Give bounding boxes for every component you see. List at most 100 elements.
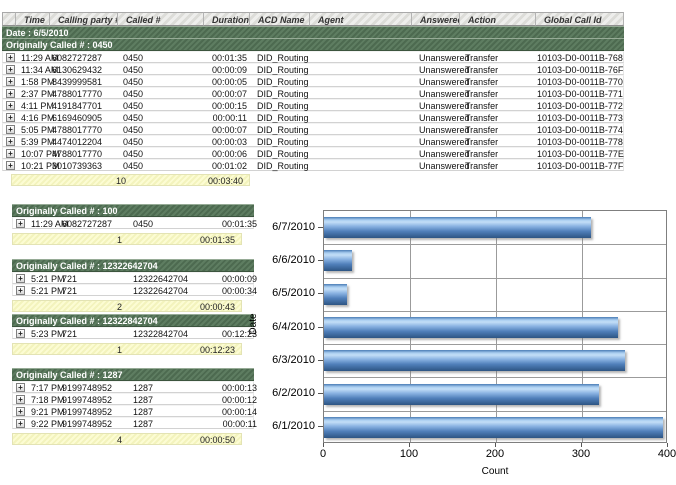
cell-called: 0450	[123, 89, 144, 99]
column-header-agent[interactable]: Agent	[310, 12, 412, 26]
cell-answered: Unanswered	[419, 149, 470, 159]
chart-bar	[324, 284, 347, 305]
cell-called: 12322642704	[133, 274, 189, 284]
cell-called: 1287	[133, 407, 154, 417]
expand-row-button[interactable]: +	[6, 161, 15, 170]
summary-total-duration: 00:00:43	[199, 302, 235, 312]
y-tick-label: 6/3/2010	[272, 354, 315, 366]
y-tick-mark	[318, 393, 323, 394]
cell-time: 7:17 PM	[31, 383, 65, 393]
cell-global-call-id: 10103-D0-0011B-768	[537, 53, 623, 63]
summary-total-duration: 00:01:35	[199, 235, 235, 245]
cell-duration: 00:00:13	[221, 383, 257, 393]
chart-bar	[324, 417, 663, 438]
cell-called: 1287	[133, 395, 154, 405]
expand-row-button[interactable]: +	[6, 77, 15, 86]
expand-row-button[interactable]: +	[6, 149, 15, 158]
gridline-horizontal	[324, 311, 666, 312]
cell-duration: 00:00:09	[211, 65, 247, 75]
cell-action: Transfer	[465, 77, 499, 87]
cell-global-call-id: 10103-D0-0011B-77E	[537, 149, 624, 159]
expand-row-button[interactable]: +	[6, 137, 15, 146]
cell-calling-party: 4788017770	[52, 125, 103, 135]
gridline-horizontal	[324, 244, 666, 245]
cell-answered: Unanswered	[419, 161, 470, 171]
expand-row-button[interactable]: +	[6, 101, 15, 110]
group-summary-row: 1 00:12:23	[12, 343, 242, 355]
cell-time: 5:05 PM	[21, 125, 55, 135]
expand-row-button[interactable]: +	[16, 407, 25, 416]
gridline-horizontal	[324, 377, 666, 378]
expand-row-button[interactable]: +	[6, 113, 15, 122]
column-header-time[interactable]: Time	[16, 12, 50, 26]
column-header-duration[interactable]: Duration	[204, 12, 250, 26]
cell-calling-party: 6082727287	[52, 53, 103, 63]
cell-called: 0450	[123, 149, 144, 159]
call-row: +5:21 PM 721 12322642704 00:00:09	[12, 272, 257, 284]
expand-row-button[interactable]: +	[16, 329, 25, 338]
expand-row-button[interactable]: +	[16, 395, 25, 404]
cell-time: 5:39 PM	[21, 137, 55, 147]
cell-calling-party: 6082727287	[62, 219, 113, 229]
cell-calling-party: 721	[62, 286, 78, 296]
cell-duration: 00:00:14	[221, 407, 257, 417]
cell-calling-party: 9199748952	[62, 395, 113, 405]
expand-row-button[interactable]: +	[6, 125, 15, 134]
cell-answered: Unanswered	[419, 89, 470, 99]
expand-row-button[interactable]: +	[16, 274, 25, 283]
cell-answered: Unanswered	[419, 65, 470, 75]
cell-global-call-id: 10103-D0-0011B-773	[537, 113, 623, 123]
cell-called: 0450	[123, 113, 144, 123]
column-header-action[interactable]: Action	[460, 12, 536, 26]
call-row: +5:39 PM 4474012204 0450 00:00:03 DID_Routin…	[2, 135, 624, 147]
cell-time: 11:29 AM	[21, 53, 59, 63]
cell-calling-party: 4191847701	[52, 101, 103, 111]
cell-action: Transfer	[465, 149, 499, 159]
cell-called: 12322842704	[133, 329, 189, 339]
cell-calling-party: 6169460905	[52, 113, 103, 123]
call-row: +5:05 PM 4788017770 0450 00:00:07 DID_Routin…	[2, 123, 624, 135]
call-row: +1:58 PM 8439999581 0450 00:00:05 DID_Routin…	[2, 75, 624, 87]
expand-row-button[interactable]: +	[6, 89, 15, 98]
y-tick-mark	[318, 260, 323, 261]
cell-duration: 00:00:09	[221, 274, 257, 284]
x-tick-label: 100	[399, 448, 419, 460]
y-tick-mark	[318, 293, 323, 294]
x-tick-mark	[323, 443, 324, 447]
y-tick-label: 6/6/2010	[272, 254, 315, 266]
cell-called: 0450	[133, 219, 154, 229]
expand-row-button[interactable]: +	[6, 65, 15, 74]
x-tick-mark	[409, 443, 410, 447]
cell-calling-party: 721	[62, 329, 78, 339]
cell-global-call-id: 10103-D0-0011B-76F	[537, 65, 624, 75]
group-summary-row: 4 00:00:50	[12, 433, 242, 445]
cell-calling-party: 3010739363	[52, 161, 103, 171]
call-row: +10:21 PM 3010739363 0450 00:01:02 DID_Routi…	[2, 159, 624, 171]
x-axis-title: Count	[481, 466, 509, 477]
expand-row-button[interactable]: +	[16, 383, 25, 392]
call-row: +5:23 PM 721 12322842704 00:12:23	[12, 327, 257, 339]
expand-row-button[interactable]: +	[16, 219, 25, 228]
cell-global-call-id: 10103-D0-0011B-778	[537, 137, 623, 147]
column-header-answered[interactable]: Answered	[412, 12, 460, 26]
chart-bar	[324, 217, 591, 238]
cell-time: 2:37 PM	[21, 89, 55, 99]
summary-count: 10	[116, 176, 127, 186]
y-tick-label: 6/1/2010	[272, 420, 315, 432]
x-tick-mark	[495, 443, 496, 447]
column-header-calling-party[interactable]: Calling party #	[50, 12, 118, 26]
cell-answered: Unanswered	[419, 53, 470, 63]
column-header-acd-name[interactable]: ACD Name	[250, 12, 310, 26]
expand-row-button[interactable]: +	[16, 419, 25, 428]
summary-count: 2	[117, 302, 123, 312]
column-header-global-call-id[interactable]: Global Call Id	[536, 12, 624, 26]
cell-duration: 00:12:23	[221, 329, 257, 339]
cell-acd-name: DID_Routing	[257, 149, 309, 159]
cell-acd-name: DID_Routing	[257, 77, 309, 87]
cell-answered: Unanswered	[419, 137, 470, 147]
group-summary-row: 2 00:00:43	[12, 300, 242, 312]
expand-row-button[interactable]: +	[6, 53, 15, 62]
column-header-called[interactable]: Called #	[118, 12, 204, 26]
expand-row-button[interactable]: +	[16, 286, 25, 295]
cell-time: 5:21 PM	[31, 286, 65, 296]
